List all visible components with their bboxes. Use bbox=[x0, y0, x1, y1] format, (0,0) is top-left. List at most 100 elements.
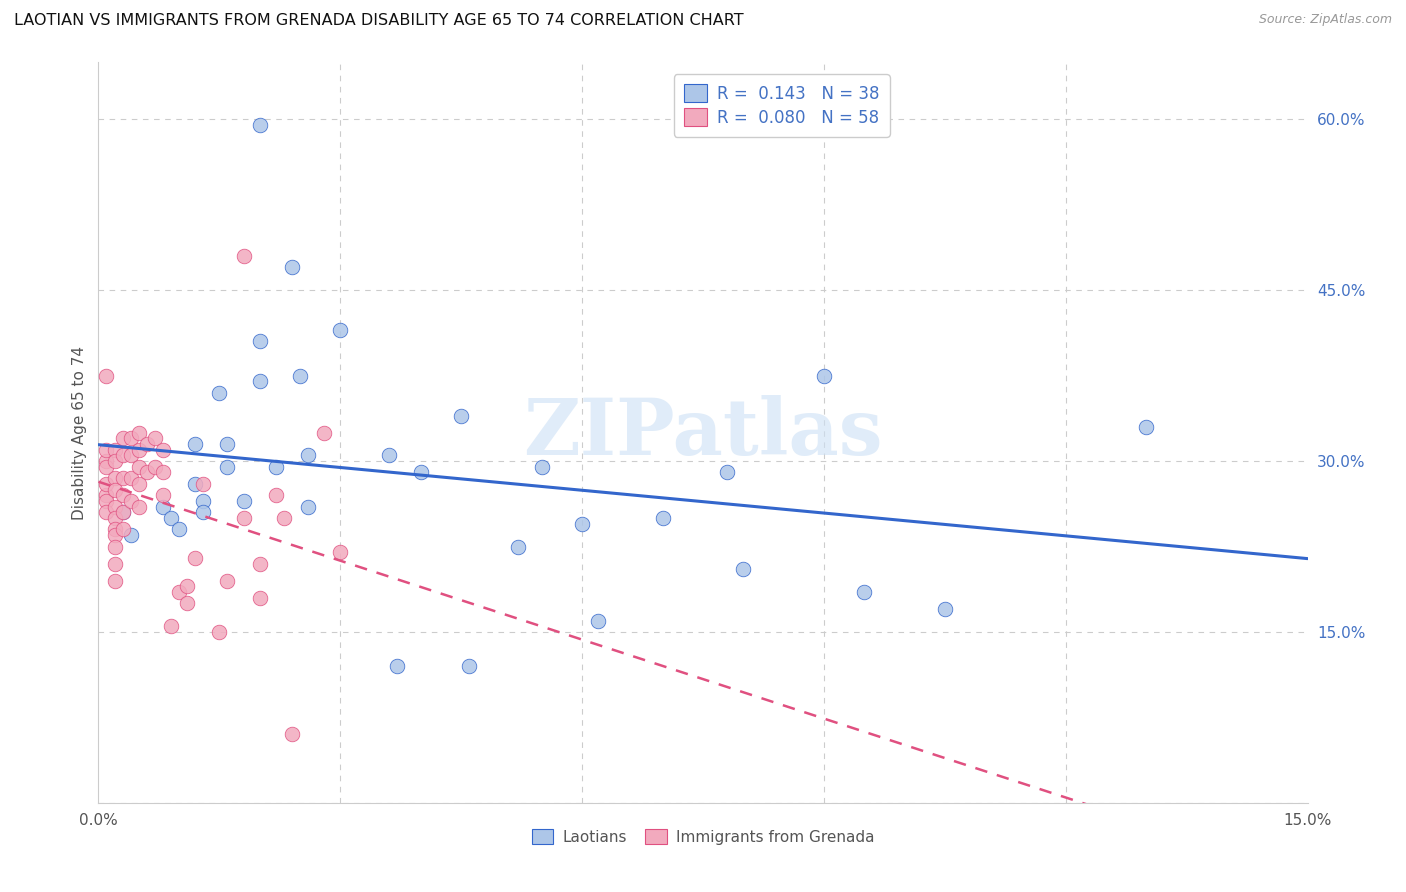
Point bbox=[128, 459, 150, 474]
Point bbox=[297, 500, 319, 514]
Point bbox=[193, 505, 215, 519]
Point bbox=[208, 385, 231, 400]
Point bbox=[152, 442, 174, 457]
Point bbox=[152, 500, 174, 514]
Point bbox=[264, 488, 287, 502]
Point bbox=[1135, 420, 1157, 434]
Point bbox=[111, 523, 134, 537]
Point bbox=[135, 466, 157, 480]
Point bbox=[135, 437, 157, 451]
Point bbox=[506, 540, 529, 554]
Point bbox=[217, 437, 239, 451]
Point bbox=[111, 505, 134, 519]
Point bbox=[111, 449, 134, 463]
Point bbox=[184, 550, 207, 565]
Text: ZIPatlas: ZIPatlas bbox=[523, 394, 883, 471]
Point bbox=[530, 459, 553, 474]
Point bbox=[160, 619, 183, 633]
Point bbox=[409, 466, 432, 480]
Point bbox=[111, 505, 134, 519]
Point bbox=[167, 523, 190, 537]
Point bbox=[103, 442, 125, 457]
Point bbox=[128, 425, 150, 440]
Point bbox=[120, 471, 142, 485]
Y-axis label: Disability Age 65 to 74: Disability Age 65 to 74 bbox=[72, 345, 87, 520]
Point bbox=[264, 459, 287, 474]
Point bbox=[176, 579, 198, 593]
Point bbox=[813, 368, 835, 383]
Point bbox=[103, 483, 125, 497]
Point bbox=[297, 449, 319, 463]
Point bbox=[329, 545, 352, 559]
Point bbox=[716, 466, 738, 480]
Point bbox=[103, 528, 125, 542]
Point bbox=[176, 597, 198, 611]
Point bbox=[232, 494, 254, 508]
Point bbox=[152, 466, 174, 480]
Point bbox=[273, 511, 295, 525]
Point bbox=[249, 375, 271, 389]
Point bbox=[853, 585, 876, 599]
Point bbox=[143, 459, 166, 474]
Point bbox=[249, 591, 271, 605]
Point bbox=[208, 624, 231, 639]
Point bbox=[232, 511, 254, 525]
Point bbox=[96, 442, 118, 457]
Point bbox=[103, 557, 125, 571]
Point bbox=[96, 454, 118, 468]
Point bbox=[733, 562, 755, 576]
Point bbox=[249, 118, 271, 132]
Point bbox=[934, 602, 956, 616]
Point bbox=[184, 476, 207, 491]
Legend: Laotians, Immigrants from Grenada: Laotians, Immigrants from Grenada bbox=[526, 822, 880, 851]
Point bbox=[385, 659, 408, 673]
Point bbox=[152, 488, 174, 502]
Point bbox=[96, 368, 118, 383]
Point bbox=[103, 523, 125, 537]
Point bbox=[314, 425, 336, 440]
Point bbox=[128, 442, 150, 457]
Point bbox=[103, 540, 125, 554]
Point bbox=[184, 437, 207, 451]
Point bbox=[458, 659, 481, 673]
Point bbox=[103, 574, 125, 588]
Point bbox=[193, 494, 215, 508]
Point bbox=[103, 471, 125, 485]
Point bbox=[329, 323, 352, 337]
Point bbox=[377, 449, 399, 463]
Point bbox=[120, 449, 142, 463]
Point bbox=[111, 488, 134, 502]
Point bbox=[232, 249, 254, 263]
Point bbox=[96, 494, 118, 508]
Point bbox=[120, 494, 142, 508]
Point bbox=[96, 476, 118, 491]
Point bbox=[111, 471, 134, 485]
Point bbox=[103, 511, 125, 525]
Point bbox=[193, 476, 215, 491]
Point bbox=[217, 574, 239, 588]
Point bbox=[288, 368, 311, 383]
Text: Source: ZipAtlas.com: Source: ZipAtlas.com bbox=[1258, 13, 1392, 27]
Point bbox=[160, 511, 183, 525]
Point bbox=[96, 459, 118, 474]
Point bbox=[217, 459, 239, 474]
Point bbox=[103, 454, 125, 468]
Point bbox=[571, 516, 593, 531]
Point bbox=[128, 476, 150, 491]
Point bbox=[120, 528, 142, 542]
Point bbox=[103, 500, 125, 514]
Text: LAOTIAN VS IMMIGRANTS FROM GRENADA DISABILITY AGE 65 TO 74 CORRELATION CHART: LAOTIAN VS IMMIGRANTS FROM GRENADA DISAB… bbox=[14, 13, 744, 29]
Point bbox=[281, 727, 304, 741]
Point bbox=[96, 488, 118, 502]
Point bbox=[651, 511, 673, 525]
Point bbox=[249, 334, 271, 349]
Point bbox=[111, 431, 134, 445]
Point bbox=[96, 505, 118, 519]
Point bbox=[167, 585, 190, 599]
Point bbox=[450, 409, 472, 423]
Point bbox=[143, 431, 166, 445]
Point bbox=[586, 614, 609, 628]
Point bbox=[128, 500, 150, 514]
Point bbox=[281, 260, 304, 275]
Point bbox=[249, 557, 271, 571]
